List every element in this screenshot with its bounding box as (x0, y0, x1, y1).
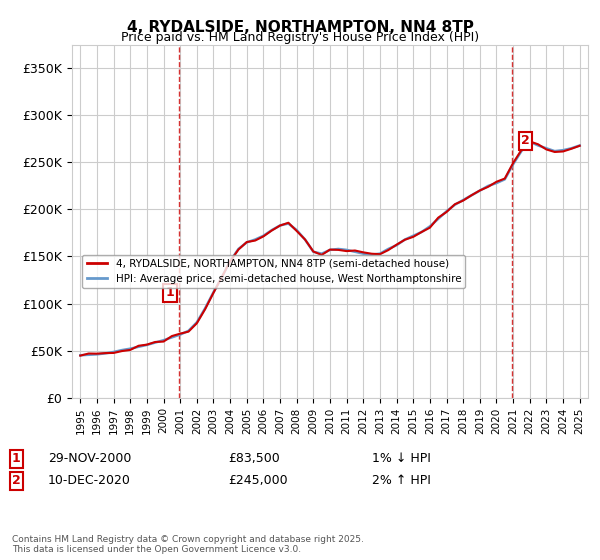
Text: 2: 2 (521, 134, 530, 147)
Text: 29-NOV-2000: 29-NOV-2000 (48, 452, 131, 465)
Text: £245,000: £245,000 (228, 474, 287, 487)
Text: 1: 1 (12, 452, 21, 465)
Text: 1% ↓ HPI: 1% ↓ HPI (372, 452, 431, 465)
Text: 10-DEC-2020: 10-DEC-2020 (48, 474, 131, 487)
Text: Price paid vs. HM Land Registry's House Price Index (HPI): Price paid vs. HM Land Registry's House … (121, 31, 479, 44)
Text: 2% ↑ HPI: 2% ↑ HPI (372, 474, 431, 487)
Text: £83,500: £83,500 (228, 452, 280, 465)
Text: 1: 1 (166, 286, 175, 299)
Text: 4, RYDALSIDE, NORTHAMPTON, NN4 8TP: 4, RYDALSIDE, NORTHAMPTON, NN4 8TP (127, 20, 473, 35)
Text: 2: 2 (12, 474, 21, 487)
Text: Contains HM Land Registry data © Crown copyright and database right 2025.
This d: Contains HM Land Registry data © Crown c… (12, 535, 364, 554)
Legend: 4, RYDALSIDE, NORTHAMPTON, NN4 8TP (semi-detached house), HPI: Average price, se: 4, RYDALSIDE, NORTHAMPTON, NN4 8TP (semi… (82, 255, 466, 288)
